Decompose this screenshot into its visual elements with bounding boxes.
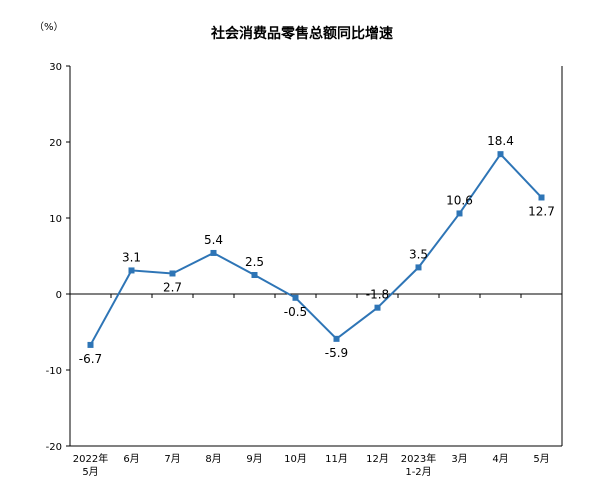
data-label: -0.5 bbox=[284, 305, 307, 319]
series-line-group bbox=[87, 151, 545, 348]
y-tick-label: -10 bbox=[46, 366, 62, 377]
data-label: 2.5 bbox=[245, 255, 264, 269]
x-tick-label: 5月 bbox=[82, 466, 98, 478]
data-label: 3.1 bbox=[122, 250, 141, 264]
y-unit-label: （%） bbox=[34, 21, 64, 33]
data-label: 3.5 bbox=[409, 247, 428, 261]
data-point-marker bbox=[210, 249, 217, 256]
y-tick-label: -20 bbox=[46, 442, 62, 453]
data-point-marker bbox=[497, 151, 504, 158]
data-point-marker bbox=[292, 294, 299, 301]
y-tick-label: 20 bbox=[49, 138, 62, 149]
x-tick-label: 1-2月 bbox=[405, 466, 431, 478]
y-tick-label: 10 bbox=[49, 214, 62, 225]
x-tick-label: 12月 bbox=[366, 453, 389, 465]
data-label: 12.7 bbox=[528, 204, 555, 218]
data-point-marker bbox=[169, 270, 176, 277]
data-point-marker bbox=[333, 335, 340, 342]
data-point-marker bbox=[374, 304, 381, 311]
data-point-marker bbox=[251, 272, 258, 278]
data-label: -5.9 bbox=[325, 346, 348, 360]
x-tick-label: 6月 bbox=[123, 453, 139, 465]
data-point-marker bbox=[415, 264, 422, 271]
data-point-marker bbox=[87, 341, 94, 348]
data-label: 2.7 bbox=[163, 280, 182, 294]
data-label: 10.6 bbox=[446, 193, 473, 207]
x-tick-label: 11月 bbox=[325, 453, 348, 465]
data-point-marker bbox=[538, 194, 545, 201]
x-tick-label: 5月 bbox=[533, 453, 549, 465]
data-label: -6.7 bbox=[79, 352, 102, 366]
data-labels: -6.7 3.1 2.7 5.4 2.5 -0.5 -5.9 -1.8 3.5 10.6 18.4 1… bbox=[79, 134, 555, 366]
x-tick-label: 2022年 bbox=[73, 452, 108, 465]
x-tick-label: 3月 bbox=[451, 453, 467, 465]
series-line bbox=[89, 152, 543, 346]
data-label: -1.8 bbox=[366, 288, 389, 302]
y-tick-label: 0 bbox=[56, 290, 62, 301]
data-label: 5.4 bbox=[204, 233, 223, 247]
x-tick-label: 9月 bbox=[246, 453, 262, 465]
data-point-marker bbox=[128, 267, 135, 274]
data-label: 18.4 bbox=[487, 134, 514, 148]
x-tick-label: 2023年 bbox=[401, 452, 436, 465]
data-point-marker bbox=[456, 210, 463, 217]
x-tick-label: 4月 bbox=[492, 453, 508, 465]
x-tick-label: 10月 bbox=[284, 453, 307, 465]
x-tick-label: 8月 bbox=[205, 453, 221, 465]
y-tick-label: 30 bbox=[49, 62, 62, 73]
chart-title: 社会消费品零售总额同比增速 bbox=[210, 25, 393, 42]
x-tick-label: 7月 bbox=[164, 453, 180, 465]
